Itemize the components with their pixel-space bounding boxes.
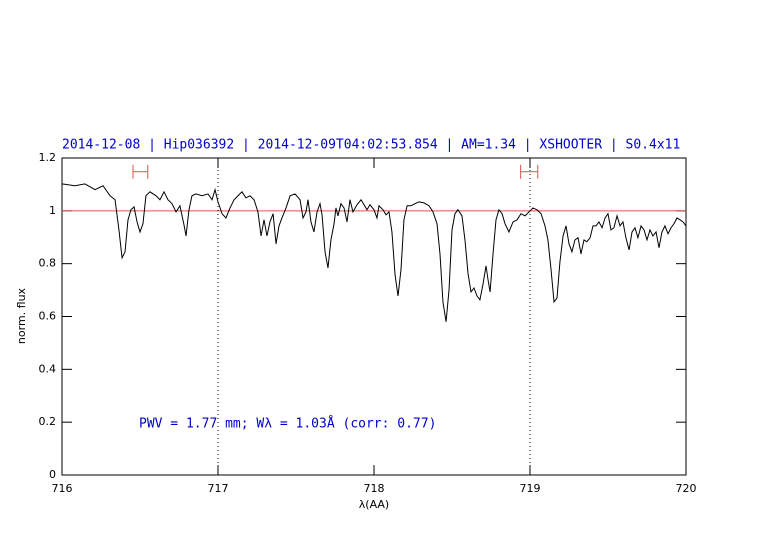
range-marker bbox=[520, 164, 539, 179]
annotation: PWV = 1.77 mm; Wλ = 1.03Å (corr: 0.77) bbox=[139, 416, 436, 432]
y-tick-label: 1.2 bbox=[39, 151, 57, 164]
spectrum-line bbox=[61, 183, 687, 322]
x-tick-label: 716 bbox=[52, 482, 73, 495]
y-tick-label: 0.4 bbox=[39, 362, 57, 375]
y-tick-label: 1 bbox=[49, 204, 56, 217]
y-tick-label: 0.2 bbox=[39, 415, 57, 428]
x-tick-label: 717 bbox=[208, 482, 229, 495]
x-tick-label: 720 bbox=[676, 482, 697, 495]
y-tick-label: 0 bbox=[49, 468, 56, 481]
x-tick-label: 718 bbox=[364, 482, 385, 495]
chart-title: 2014-12-08 | Hip036392 | 2014-12-09T04:0… bbox=[62, 138, 680, 153]
y-tick-label: 0.8 bbox=[39, 257, 57, 270]
y-axis-label: norm. flux bbox=[15, 287, 28, 344]
x-tick-label: 719 bbox=[520, 482, 541, 495]
x-axis-label: λ(AA) bbox=[359, 498, 389, 511]
y-tick-label: 0.6 bbox=[39, 310, 57, 323]
range-marker bbox=[132, 164, 149, 179]
